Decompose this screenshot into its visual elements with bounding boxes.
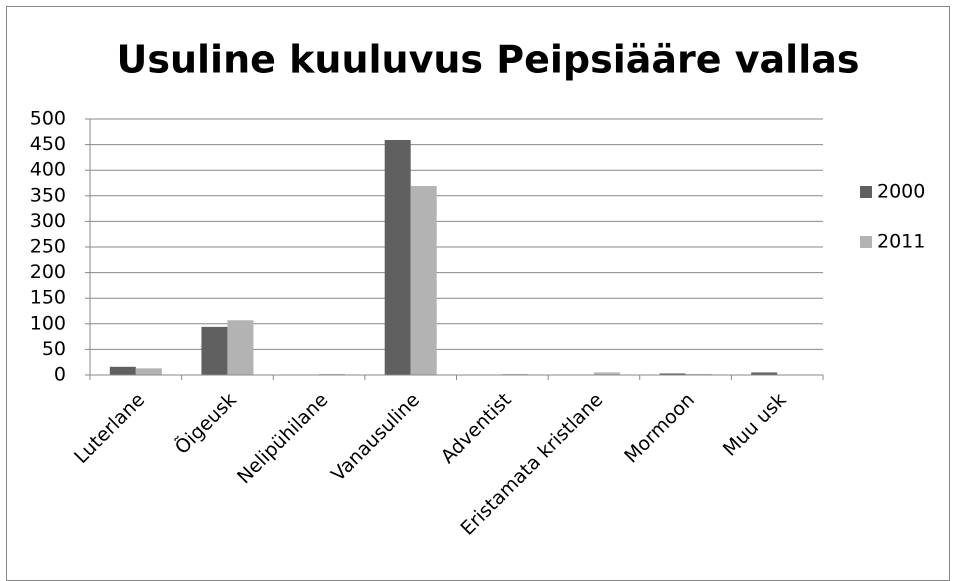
bar — [685, 373, 712, 375]
bar — [201, 326, 228, 375]
y-tick-label: 500 — [30, 108, 66, 130]
bar — [319, 373, 346, 375]
y-tick-label: 450 — [30, 133, 66, 155]
y-tick-label: 150 — [30, 287, 66, 309]
bar — [659, 373, 686, 375]
bar — [751, 372, 778, 375]
bar — [135, 368, 162, 375]
chart-frame — [6, 6, 950, 581]
y-tick-label: 350 — [30, 184, 66, 206]
bar — [227, 320, 254, 375]
bar — [410, 186, 437, 375]
legend-label: 2000 — [877, 181, 925, 203]
legend-swatch — [860, 236, 872, 248]
legend-swatch — [860, 186, 872, 198]
y-tick-label: 100 — [30, 312, 66, 334]
y-tick-label: 0 — [54, 364, 66, 386]
bar — [109, 366, 136, 375]
y-tick-label: 250 — [30, 236, 66, 258]
y-tick-label: 200 — [30, 261, 66, 283]
y-tick-label: 50 — [42, 338, 66, 360]
y-tick-label: 300 — [30, 210, 66, 232]
chart-title: Usuline kuuluvus Peipsiääre vallas — [116, 38, 859, 82]
bar — [384, 139, 411, 375]
bar — [593, 372, 620, 375]
bar — [502, 373, 529, 375]
legend-label: 2011 — [877, 231, 925, 253]
y-tick-label: 400 — [30, 159, 66, 181]
